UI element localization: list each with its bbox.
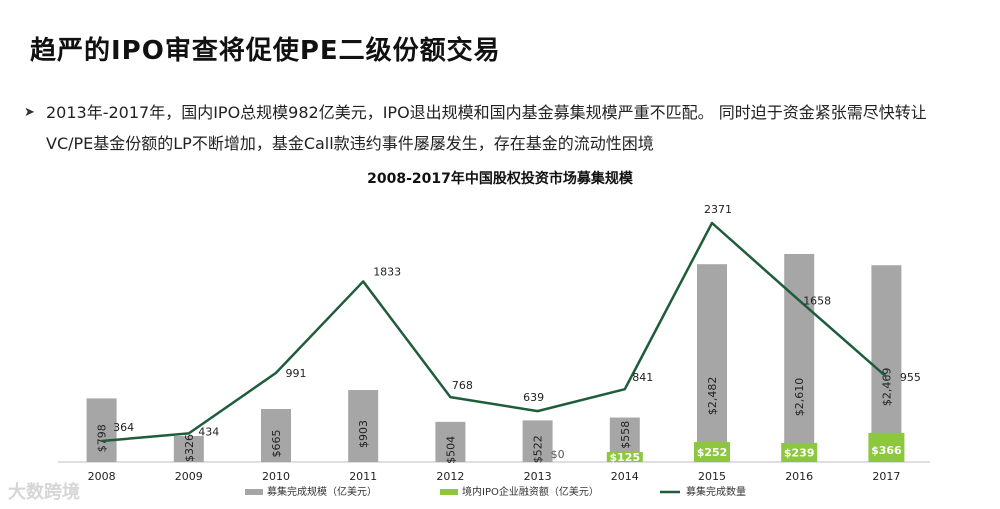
chart-title: 2008-2017年中国股权投资市场募集规模 [367, 171, 633, 187]
legend-swatch-fundraising [245, 489, 263, 495]
bar-fundraising-2012 [435, 421, 466, 462]
legend-label-count: 募集完成数量 [686, 485, 746, 498]
x-tick-label-2010: 2010 [262, 470, 290, 483]
bullet-text-block: ➤ 2013年-2017年，国内IPO总规模982亿美元，IPO退出规模和国内基… [24, 97, 966, 159]
page-title: 趋严的IPO审查将促使PE二级份额交易 [30, 36, 501, 66]
bar-label-fundraising-2015: $2,482 [706, 377, 719, 416]
bar-fundraising-2015 [697, 264, 727, 462]
bar-fundraising-2011 [348, 390, 379, 462]
bar-fundraising-2010 [261, 409, 291, 462]
legend-label-ipo: 境内IPO企业融资额（亿美元） [462, 485, 599, 498]
x-tick-label-2014: 2014 [611, 470, 639, 483]
x-tick-label-2008: 2008 [88, 470, 116, 483]
bar-ipo-2016 [781, 442, 818, 462]
bar-fundraising-2016 [784, 254, 815, 462]
bar-label-fundraising-2014: $558 [619, 421, 632, 449]
bar-fundraising-2009 [173, 436, 204, 462]
watermark-text: 大数跨境 [8, 482, 80, 503]
line-fund-count [101, 221, 888, 443]
x-tick-label-2016: 2016 [785, 470, 813, 483]
bar-label-fundraising-2010: $665 [270, 430, 283, 458]
x-tick-label-2015: 2015 [698, 470, 726, 483]
line-label-2010: 991 [286, 367, 307, 380]
line-label-2015: 2371 [704, 203, 732, 216]
bar-label-fundraising-2011: $903 [357, 420, 370, 448]
bar-ipo-2014 [606, 452, 643, 462]
bar-fundraising-2008 [86, 398, 117, 462]
line-label-2017: 955 [900, 371, 921, 384]
bullet-arrow-icon: ➤ [24, 105, 35, 120]
line-label-2014: 841 [632, 371, 653, 384]
x-tick-label-2013: 2013 [524, 470, 552, 483]
bar-label-ipo-2015: $252 [697, 446, 728, 459]
line-label-2009: 434 [198, 425, 219, 438]
line-label-2016: 1658 [803, 294, 831, 307]
bar-ipo-2017 [868, 432, 905, 462]
bar-label-fundraising-2008: $798 [96, 424, 109, 452]
bar-fundraising-2017 [871, 265, 902, 462]
bar-label-fundraising-2017: $2,469 [880, 368, 893, 407]
x-tick-label-2012: 2012 [436, 470, 464, 483]
bar-label-ipo-2016: $239 [784, 446, 815, 459]
x-tick-label-2017: 2017 [872, 470, 900, 483]
bar-ipo-2015 [694, 441, 730, 462]
x-tick-label-2011: 2011 [349, 470, 377, 483]
line-label-2012: 768 [452, 379, 473, 392]
bar-label-ipo-2017: $366 [871, 444, 902, 457]
bar-label-fundraising-2016: $2,610 [793, 378, 806, 417]
bar-label-fundraising-2009: $326 [183, 434, 196, 462]
line-label-2011: 1833 [373, 265, 401, 278]
bar-label-fundraising-2013: $522 [532, 435, 545, 463]
legend-swatch-ipo [440, 489, 458, 495]
line-label-2008: 364 [113, 421, 134, 434]
bar-label-ipo-2014: $125 [609, 451, 640, 464]
watermark-logo: 大数跨境 [8, 478, 80, 504]
bar-fundraising-2013 [522, 420, 553, 462]
bullet-text: 2013年-2017年，国内IPO总规模982亿美元，IPO退出规模和国内基金募… [46, 103, 927, 153]
bar-label-fundraising-2012: $504 [444, 436, 457, 464]
x-tick-label-2009: 2009 [175, 470, 203, 483]
bar-label-ipo-2013: $0 [551, 448, 565, 461]
legend-label-fundraising: 募集完成规模（亿美元） [267, 485, 377, 498]
line-label-2013: 639 [523, 391, 544, 404]
